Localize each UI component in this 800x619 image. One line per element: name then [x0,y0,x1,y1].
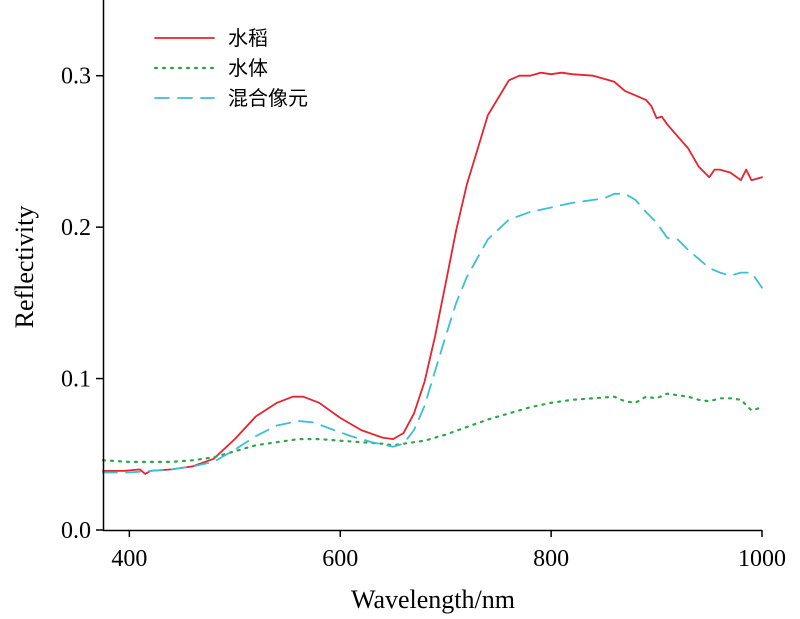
y-axis-title: Reflectivity [10,206,39,329]
series-line-2 [102,192,763,474]
x-tick-label-1: 600 [322,546,358,572]
y-tick-label-0: 0.0 [61,518,91,544]
x-tick-label-2: 800 [533,546,569,572]
x-tick-label-0: 400 [111,546,147,572]
legend-label-2: 混合像元 [228,86,308,110]
y-tick-label-3: 0.3 [61,64,91,90]
x-tick-label-3: 1000 [738,546,786,572]
y-tick-label-1: 0.1 [61,367,91,393]
legend-label-0: 水稻 [228,26,268,50]
series-line-1 [101,392,764,463]
axes [102,0,762,532]
ticks: 400 600 800 1000 0.0 0.1 0.2 0.3 [61,64,786,572]
x-axis-title: Wavelength/nm [351,585,515,614]
legend-label-1: 水体 [228,56,268,80]
series-line-0 [102,71,763,475]
y-tick-label-2: 0.2 [61,215,91,241]
plot-lines [101,71,764,475]
